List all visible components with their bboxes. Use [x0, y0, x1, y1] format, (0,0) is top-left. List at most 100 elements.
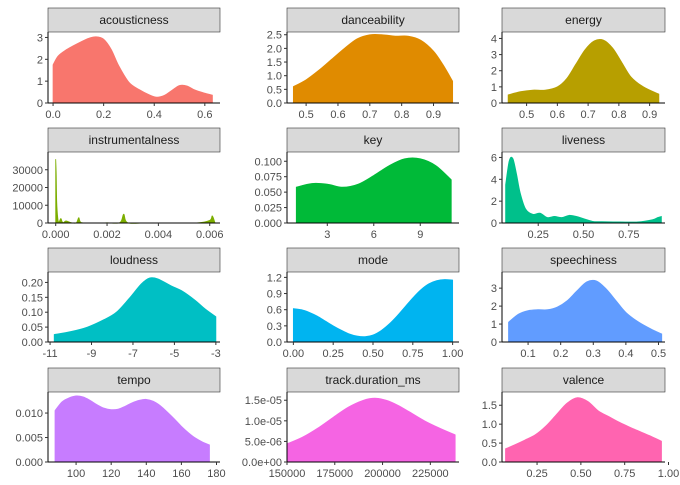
panel-tempo-x-tick-label: 180: [207, 468, 225, 480]
panel-speechiness-x-tick-label: 0.5: [651, 348, 666, 360]
panel-loudness-y-tick-label: 0.00: [22, 337, 43, 349]
panel-mode-x-tick-label: 0.50: [362, 348, 383, 360]
panel-track-duration-ms-density-area: [286, 397, 456, 463]
panel-speechiness: speechiness 0 1 2 3 0.1 0.2 0.3 0.4 0.5: [491, 247, 666, 360]
panel-acousticness-y-tick-label: 1: [37, 76, 43, 88]
panel-instrumentalness-x-tick-label: 0.000: [42, 229, 70, 241]
panel-tempo-y-tick-label: 0.010: [15, 408, 43, 420]
panel-speechiness-y-tick-label: 3: [491, 283, 497, 295]
panel-energy-y-tick-label: 4: [491, 33, 497, 45]
panel-key-x-tick-label: 6: [371, 229, 377, 241]
panel-loudness-x-tick-label: -11: [43, 348, 58, 360]
panel-danceability-y-tick-label: 2.0: [267, 43, 282, 55]
panel-energy-y-tick-label: 3: [491, 50, 497, 62]
panel-acousticness-y-tick-label: 2: [37, 54, 43, 66]
panel-key-strip: [286, 127, 460, 153]
panel-track-duration-ms-y-tick-label: 1.5e-05: [245, 395, 282, 407]
panel-danceability-x-tick-label: 0.7: [362, 109, 377, 121]
panel-energy-y-tick-label: 1: [491, 82, 497, 94]
panel-loudness-y-tick-label: 0.10: [22, 307, 43, 319]
panel-energy-x-tick-label: 0.8: [611, 109, 626, 121]
panel-key-title: key: [364, 133, 383, 147]
panel-instrumentalness-y-tick-label: 0: [37, 218, 43, 230]
panel-tempo-title: tempo: [117, 373, 151, 387]
panel-acousticness-y-tick-label: 3: [37, 32, 43, 44]
panel-tempo-x-tick-label: 140: [137, 468, 155, 480]
panel-acousticness-density-area: [52, 36, 213, 104]
panel-valence-title: valence: [563, 373, 605, 387]
panel-key-y-tick-label: 0.000: [254, 218, 282, 230]
panel-instrumentalness-title: instrumentalness: [89, 133, 180, 147]
panel-track-duration-ms-x-tick-label: 200000: [364, 468, 401, 480]
panel-valence-x-tick-label: 0.75: [614, 468, 635, 480]
panel-key: key 0.000 0.025 0.050 0.075 0.100 3 6 9: [254, 127, 460, 241]
panel-energy-strip: [501, 7, 666, 33]
panel-key-y-tick-label: 0.075: [254, 172, 282, 184]
panel-danceability-x-tick-label: 0.6: [330, 109, 345, 121]
panel-acousticness-x-tick-label: 0.6: [197, 109, 212, 121]
panel-loudness-y-tick-label: 0.05: [22, 322, 43, 334]
panel-danceability-y-tick-label: 1.0: [267, 71, 282, 83]
panel-key-x-tick-label: 3: [324, 229, 330, 241]
panel-mode-x-tick-label: 1.00: [442, 348, 463, 360]
panel-loudness-x-tick-label: -5: [170, 348, 180, 360]
panel-valence-strip: [501, 367, 666, 393]
panel-key-x-tick-label: 9: [417, 229, 423, 241]
panel-track-duration-ms-y-tick-label: 0.0e+00: [242, 457, 282, 469]
panel-acousticness-y-tick-label: 0: [37, 98, 43, 110]
panel-track-duration-ms-title: track.duration_ms: [325, 373, 420, 387]
panel-acousticness-x-tick-label: 0.0: [45, 109, 60, 121]
panel-danceability-x-tick-label: 0.8: [394, 109, 409, 121]
panel-instrumentalness-x-tick-label: 0.004: [145, 229, 173, 241]
panel-key-y-tick-label: 0.050: [254, 187, 282, 199]
panel-energy-x-tick-label: 0.6: [550, 109, 565, 121]
panel-loudness-density-area: [53, 277, 217, 343]
panel-tempo-y-tick-label: 0.005: [15, 433, 43, 445]
panel-energy-title: energy: [565, 13, 602, 27]
panel-liveness-title: liveness: [562, 133, 605, 147]
panel-valence-x-tick-label: 1.00: [658, 468, 679, 480]
panel-tempo-x-tick-label: 160: [172, 468, 190, 480]
panel-mode-x-tick-label: 0.25: [322, 348, 343, 360]
panel-speechiness-x-tick-label: 0.1: [520, 348, 535, 360]
panel-danceability-y-tick-label: 0.5: [267, 84, 282, 96]
panel-danceability-y-tick-label: 0.0: [267, 98, 282, 110]
panel-loudness-strip: [47, 247, 221, 273]
panel-liveness-density-area: [505, 156, 662, 224]
panel-track-duration-ms-x-tick-label: 150000: [269, 468, 306, 480]
panel-energy: energy 0 1 2 3 4 0.5 0.6 0.7 0.8 0.9: [491, 7, 666, 121]
panel-energy-y-tick-label: 0: [491, 98, 497, 110]
panel-tempo-y-tick-label: 0.000: [15, 457, 43, 469]
panel-loudness-x-tick-label: -7: [128, 348, 138, 360]
panel-danceability-title: danceability: [341, 13, 404, 27]
panel-danceability-y-tick-label: 2.5: [267, 30, 282, 42]
panel-acousticness-strip: [47, 7, 221, 33]
panel-valence-y-tick-label: 0.0: [482, 457, 497, 469]
panel-key-y-tick-label: 0.025: [254, 203, 282, 215]
panel-liveness-x-tick-label: 0.25: [528, 229, 549, 241]
panel-loudness-x-tick-label: -3: [211, 348, 221, 360]
panel-liveness-y-tick-label: 4: [491, 174, 497, 186]
panel-tempo-density-area: [54, 395, 210, 463]
panel-valence-x-tick-label: 0.25: [526, 468, 547, 480]
panel-liveness-x-tick-label: 0.75: [618, 229, 639, 241]
panel-tempo-strip: [47, 367, 221, 393]
panel-mode: mode 0.0 0.3 0.6 0.9 1.2 0.00 0.25 0.50 0.75 1.00: [267, 247, 463, 360]
panel-danceability-y-tick-label: 1.5: [267, 57, 282, 69]
panel-instrumentalness-x-tick-label: 0.002: [93, 229, 121, 241]
panel-energy-x-tick-label: 0.5: [519, 109, 534, 121]
panel-instrumentalness-density-area: [55, 159, 216, 224]
panel-instrumentalness-y-tick-label: 20000: [12, 183, 43, 195]
panel-mode-x-tick-label: 0.00: [283, 348, 304, 360]
panel-mode-title: mode: [358, 253, 388, 267]
panel-danceability-x-tick-label: 0.5: [298, 109, 313, 121]
panel-speechiness-density-area: [508, 279, 663, 343]
panel-valence-density-area: [505, 397, 662, 463]
panel-energy-density-area: [507, 38, 660, 104]
panel-speechiness-title: speechiness: [550, 253, 617, 267]
panel-track-duration-ms-y-tick-label: 5.0e-06: [245, 436, 282, 448]
panel-acousticness-title: acousticness: [99, 13, 168, 27]
panel-tempo-x-tick-label: 120: [102, 468, 120, 480]
